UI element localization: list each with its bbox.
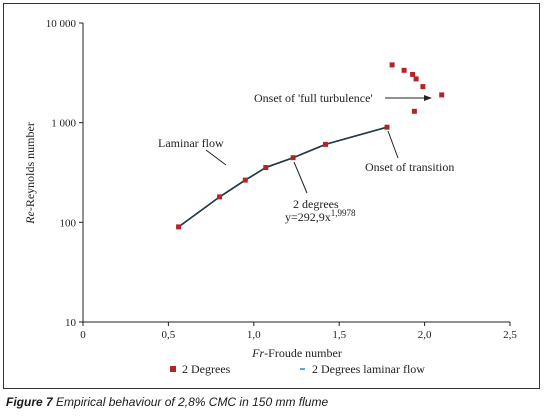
data-point: [411, 108, 417, 114]
x-axis-title-italic: Fr: [251, 346, 264, 360]
legend: 2 Degrees 2 Degrees laminar flow: [170, 362, 425, 376]
y-tick-label: 10 000: [46, 18, 77, 30]
legend-marker-2-degrees: [170, 366, 176, 372]
data-point: [413, 76, 419, 82]
transition-leader: [387, 130, 399, 159]
annotation-laminar-flow: Laminar flow: [158, 136, 224, 150]
x-tick-label: 0,5: [162, 329, 176, 341]
legend-label-2-degrees: 2 Degrees: [182, 362, 231, 376]
x-tick-label: 2,0: [418, 329, 432, 341]
caption-text: Empirical behaviour of 2,8% CMC in 150 m…: [56, 395, 329, 409]
tick-marks: 0 0,5 1,0 1,5 2,0 2,5 10 100 1 000 10 000: [46, 18, 518, 341]
data-point: [401, 67, 407, 73]
data-point: [420, 84, 426, 90]
data-point: [263, 165, 269, 170]
y-axis-title: Re-Reynolds number: [23, 122, 37, 225]
y-axis-title-italic: Re: [23, 210, 37, 224]
annotation-fit-equation: y=292,9x1,9978: [285, 208, 356, 224]
annotation-full-turbulence: Onset of 'full turbulence': [254, 91, 373, 105]
data-point: [439, 92, 445, 98]
y-tick-label: 1 000: [51, 118, 76, 130]
full-turbulence-arrowhead: [424, 95, 432, 101]
annotation-onset-transition: Onset of transition: [365, 160, 454, 174]
x-tick-label: 1,5: [332, 329, 346, 341]
x-axis-title-rest: -Froude number: [264, 346, 342, 360]
x-tick-label: 1,0: [247, 329, 261, 341]
data-point: [323, 141, 328, 147]
annotation-fit-name: 2 degrees: [293, 197, 339, 211]
data-point: [217, 194, 223, 200]
y-axis-title-rest: -Reynolds number: [23, 122, 37, 211]
fit-equation-exponent: 1,9978: [331, 208, 356, 218]
x-axis-title: Fr-Froude number: [251, 346, 342, 360]
data-point: [290, 155, 296, 161]
figure-frame: [3, 3, 540, 389]
data-point: [410, 71, 416, 77]
data-markers: [176, 62, 445, 230]
data-point: [384, 124, 390, 130]
x-tick-label: 2,5: [503, 329, 517, 341]
data-point: [389, 62, 395, 68]
y-tick-label: 10: [65, 317, 77, 329]
x-tick-label: 0: [80, 329, 86, 341]
y-tick-label: 100: [60, 217, 77, 229]
figure-caption: Figure 7 Empirical behaviour of 2,8% CMC…: [6, 395, 328, 409]
data-point: [242, 177, 248, 183]
legend-label-laminar: 2 Degrees laminar flow: [312, 362, 425, 376]
caption-label: Figure 7: [6, 395, 53, 409]
laminar-flow-leader: [205, 149, 227, 166]
fit-label-leader: [293, 161, 308, 194]
fit-equation-base: y=292,9x: [285, 210, 331, 224]
axes: [82, 23, 510, 323]
data-point: [176, 224, 182, 230]
